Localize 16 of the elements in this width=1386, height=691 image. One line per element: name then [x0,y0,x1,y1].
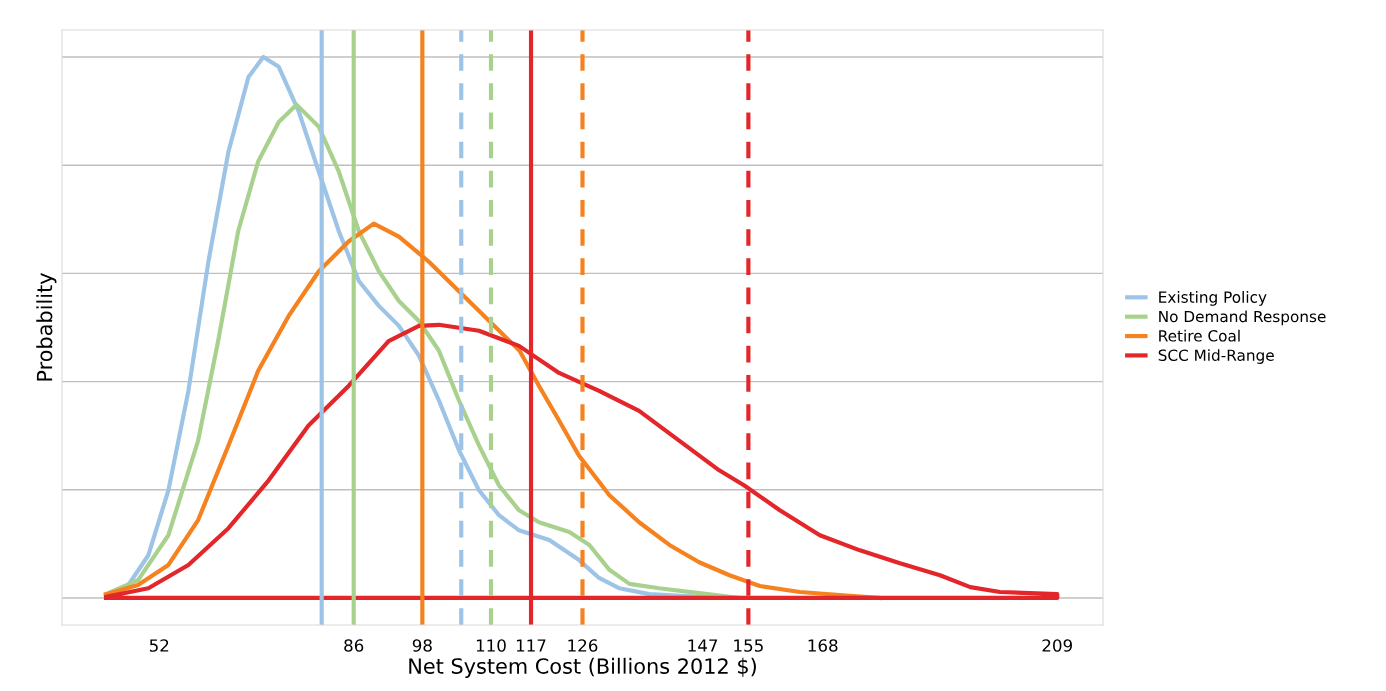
legend-label: No Demand Response [1159,310,1326,326]
x-tick-label: 126 [568,639,598,652]
x-tick-label: 52 [149,639,169,652]
y-axis-title: Probability [36,273,57,381]
x-axis-title: Net System Cost (Billions 2012 $) [409,657,756,678]
x-tick-label: 155 [734,639,763,652]
x-tick-label: 117 [516,639,546,652]
legend-label: Retire Coal [1159,329,1240,342]
x-tick-label: 110 [476,639,506,652]
x-tick-label: 98 [412,639,432,652]
x-tick-label: 86 [344,639,364,652]
x-tick-label: 209 [1042,639,1072,652]
x-tick-label: 147 [688,639,718,652]
legend-label: Existing Policy [1159,291,1267,306]
legend-label: SCC Mid-Range [1158,349,1274,364]
x-tick-label: 168 [808,639,838,652]
